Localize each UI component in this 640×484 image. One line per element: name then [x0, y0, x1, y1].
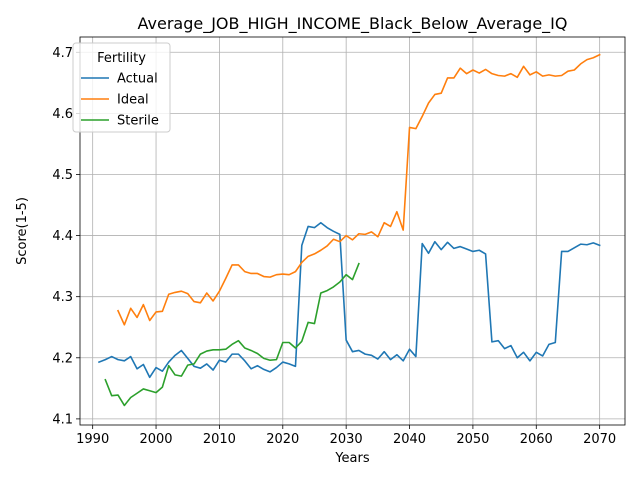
y-axis-label: Score(1-5) — [15, 197, 30, 265]
y-tick-label: 4.3 — [52, 290, 73, 305]
legend-label-ideal: Ideal — [117, 93, 149, 108]
legend: Fertility Actual Ideal Sterile — [72, 42, 171, 133]
x-tick-label: 2070 — [583, 432, 616, 447]
x-tick-label: 2060 — [520, 432, 553, 447]
legend-label-sterile: Sterile — [117, 114, 159, 129]
y-tick-label: 4.5 — [52, 168, 73, 183]
x-tick-label: 2050 — [456, 432, 489, 447]
x-tick-label: 2020 — [266, 432, 299, 447]
x-tick-label: 2010 — [203, 432, 236, 447]
legend-label-actual: Actual — [117, 72, 158, 87]
series-line-actual — [97, 221, 601, 379]
x-tick-label: 2030 — [330, 432, 363, 447]
series-line-sterile — [104, 262, 360, 407]
y-tick-label: 4.4 — [52, 229, 73, 244]
legend-title: Fertility — [97, 51, 146, 66]
legend-box — [72, 42, 171, 133]
x-axis-label: Years — [334, 451, 370, 466]
x-tick-label: 2000 — [139, 432, 172, 447]
series-lines — [97, 53, 601, 407]
series-line-ideal — [116, 53, 601, 326]
y-tick-label: 4.7 — [52, 46, 73, 61]
chart-title: Average_JOB_HIGH_INCOME_Black_Below_Aver… — [138, 14, 568, 34]
x-tick-label: 2040 — [393, 432, 426, 447]
plot-frame — [79, 36, 626, 426]
axis-ticks: 1990 2000 2010 2020 2030 2040 2050 2060 2070 4.1 4… — [52, 46, 616, 447]
y-tick-label: 4.1 — [52, 412, 73, 427]
gridlines — [80, 37, 625, 425]
x-tick-label: 1990 — [76, 432, 109, 447]
y-tick-label: 4.6 — [52, 107, 73, 122]
y-tick-label: 4.2 — [52, 351, 73, 366]
